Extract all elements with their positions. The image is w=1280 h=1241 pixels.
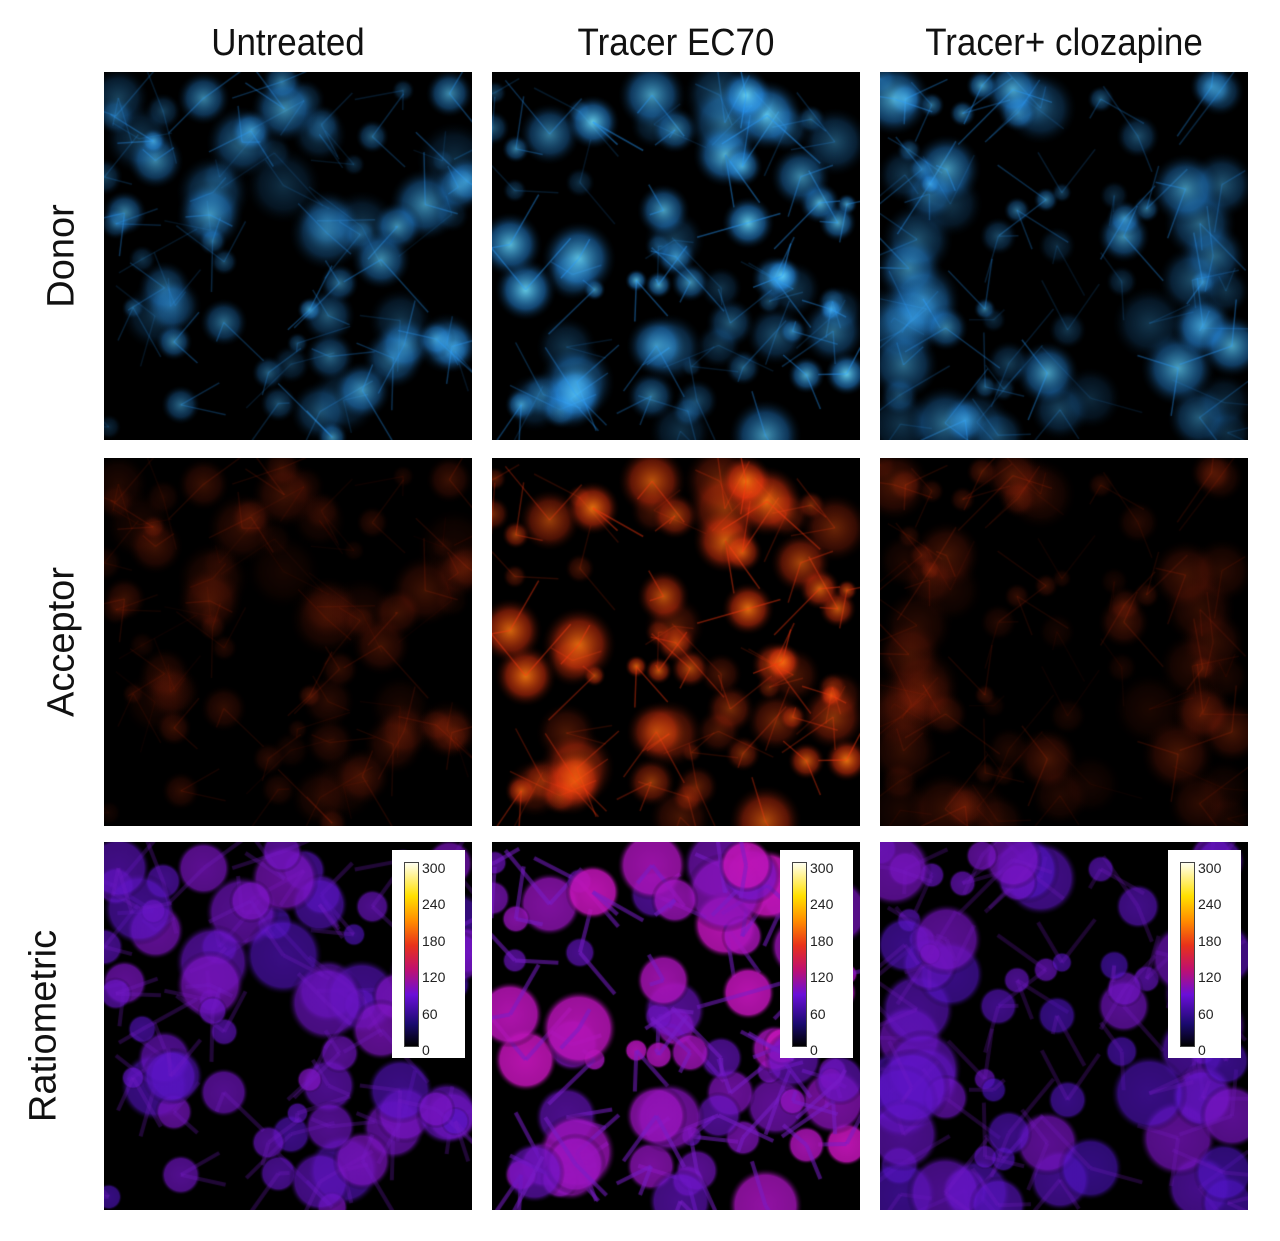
colorbar-tick-label: 60 bbox=[1198, 1005, 1214, 1022]
panel-donor-3 bbox=[880, 72, 1248, 440]
colorbar-tick-label: 0 bbox=[1198, 1042, 1206, 1058]
microscopy-image bbox=[104, 458, 472, 826]
colorbar-legend: 300 240 180 120 60 0 bbox=[780, 850, 853, 1058]
colorbar-tick-label: 180 bbox=[422, 932, 446, 949]
colorbar-tick-label: 300 bbox=[810, 860, 834, 876]
colorbar-gradient bbox=[1180, 862, 1195, 1047]
colorbar-tick-label: 180 bbox=[810, 932, 834, 949]
colorbar-gradient bbox=[404, 862, 419, 1047]
column-label-tracer-ec70: Tracer EC70 bbox=[577, 22, 775, 64]
panel-acceptor-2 bbox=[492, 458, 860, 826]
microscopy-image bbox=[880, 458, 1248, 826]
colorbar-tick-label: 240 bbox=[422, 896, 446, 913]
panel-acceptor-3 bbox=[880, 458, 1248, 826]
colorbar-tick-label: 180 bbox=[1198, 932, 1222, 949]
panel-ratiometric-1: 300 240 180 120 60 0 bbox=[104, 842, 472, 1210]
panel-donor-1 bbox=[104, 72, 472, 440]
microscopy-image bbox=[492, 458, 860, 826]
colorbar-tick-label: 120 bbox=[1198, 969, 1222, 986]
panel-acceptor-1 bbox=[104, 458, 472, 826]
colorbar-legend: 300 240 180 120 60 0 bbox=[1168, 850, 1241, 1058]
microscopy-image bbox=[104, 72, 472, 440]
colorbar-tick-label: 300 bbox=[422, 860, 446, 876]
colorbar-tick-label: 240 bbox=[1198, 896, 1222, 913]
colorbar-tick-label: 300 bbox=[1198, 860, 1222, 876]
colorbar-tick-label: 60 bbox=[422, 1005, 438, 1022]
colorbar-tick-label: 120 bbox=[422, 969, 446, 986]
colorbar-tick-label: 0 bbox=[422, 1042, 430, 1058]
panel-ratiometric-2: 300 240 180 120 60 0 bbox=[492, 842, 860, 1210]
row-label-ratiometric-text: Ratiometric bbox=[22, 929, 65, 1123]
column-label-tracer-clozapine: Tracer+ clozapine bbox=[925, 22, 1203, 64]
row-label-donor-text: Donor bbox=[40, 204, 83, 308]
panel-donor-2 bbox=[492, 72, 860, 440]
colorbar-gradient bbox=[792, 862, 807, 1047]
colorbar-tick-label: 60 bbox=[810, 1005, 826, 1022]
column-label-untreated: Untreated bbox=[211, 22, 365, 64]
colorbar-tick-label: 240 bbox=[810, 896, 834, 913]
colorbar-tick-label: 120 bbox=[810, 969, 834, 986]
panel-ratiometric-3: 300 240 180 120 60 0 bbox=[880, 842, 1248, 1210]
microscopy-image bbox=[492, 72, 860, 440]
microscopy-image bbox=[880, 72, 1248, 440]
colorbar-legend: 300 240 180 120 60 0 bbox=[392, 850, 465, 1058]
row-label-acceptor-text: Acceptor bbox=[40, 567, 83, 717]
colorbar-tick-label: 0 bbox=[810, 1042, 818, 1058]
